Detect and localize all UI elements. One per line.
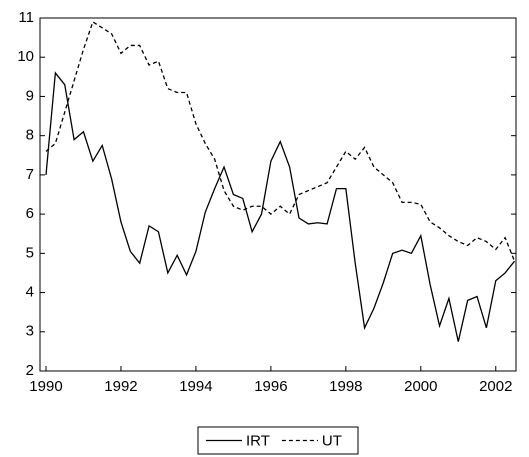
y-tick-label: 4 [26,284,34,301]
y-tick-label: 2 [26,362,34,379]
series-line [45,71,516,342]
plot-frame [39,17,517,372]
y-tick-label: 8 [26,127,34,144]
x-tick-label: 1994 [179,378,212,395]
series-line [45,20,516,262]
x-tick-label: 2000 [404,378,437,395]
y-tick-label: 11 [18,9,34,26]
y-tick-label: 3 [26,323,34,340]
y-tick-label: 7 [26,166,34,183]
x-tick-label: 1996 [254,378,287,395]
y-tick-label: 9 [26,87,34,104]
legend-box [197,426,359,455]
x-tick-label: 1990 [29,378,62,395]
x-tick-label: 1992 [104,378,137,395]
x-tick-label: 1998 [329,378,362,395]
y-tick-label: 6 [26,205,34,222]
y-tick-label: 10 [17,48,34,65]
x-tick-label: 2002 [479,378,512,395]
legend-label: IRT [246,432,270,449]
legend-label: UT [322,432,342,449]
y-tick-label: 5 [26,244,34,261]
